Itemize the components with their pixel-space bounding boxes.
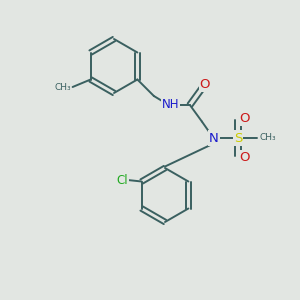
Text: CH₃: CH₃ xyxy=(260,134,276,142)
Text: S: S xyxy=(234,131,242,145)
Text: O: O xyxy=(239,151,250,164)
Text: O: O xyxy=(239,112,250,125)
Text: Cl: Cl xyxy=(116,173,128,187)
Text: N: N xyxy=(209,131,219,145)
Text: O: O xyxy=(200,78,210,92)
Text: CH₃: CH₃ xyxy=(55,82,71,91)
Text: NH: NH xyxy=(162,98,179,112)
